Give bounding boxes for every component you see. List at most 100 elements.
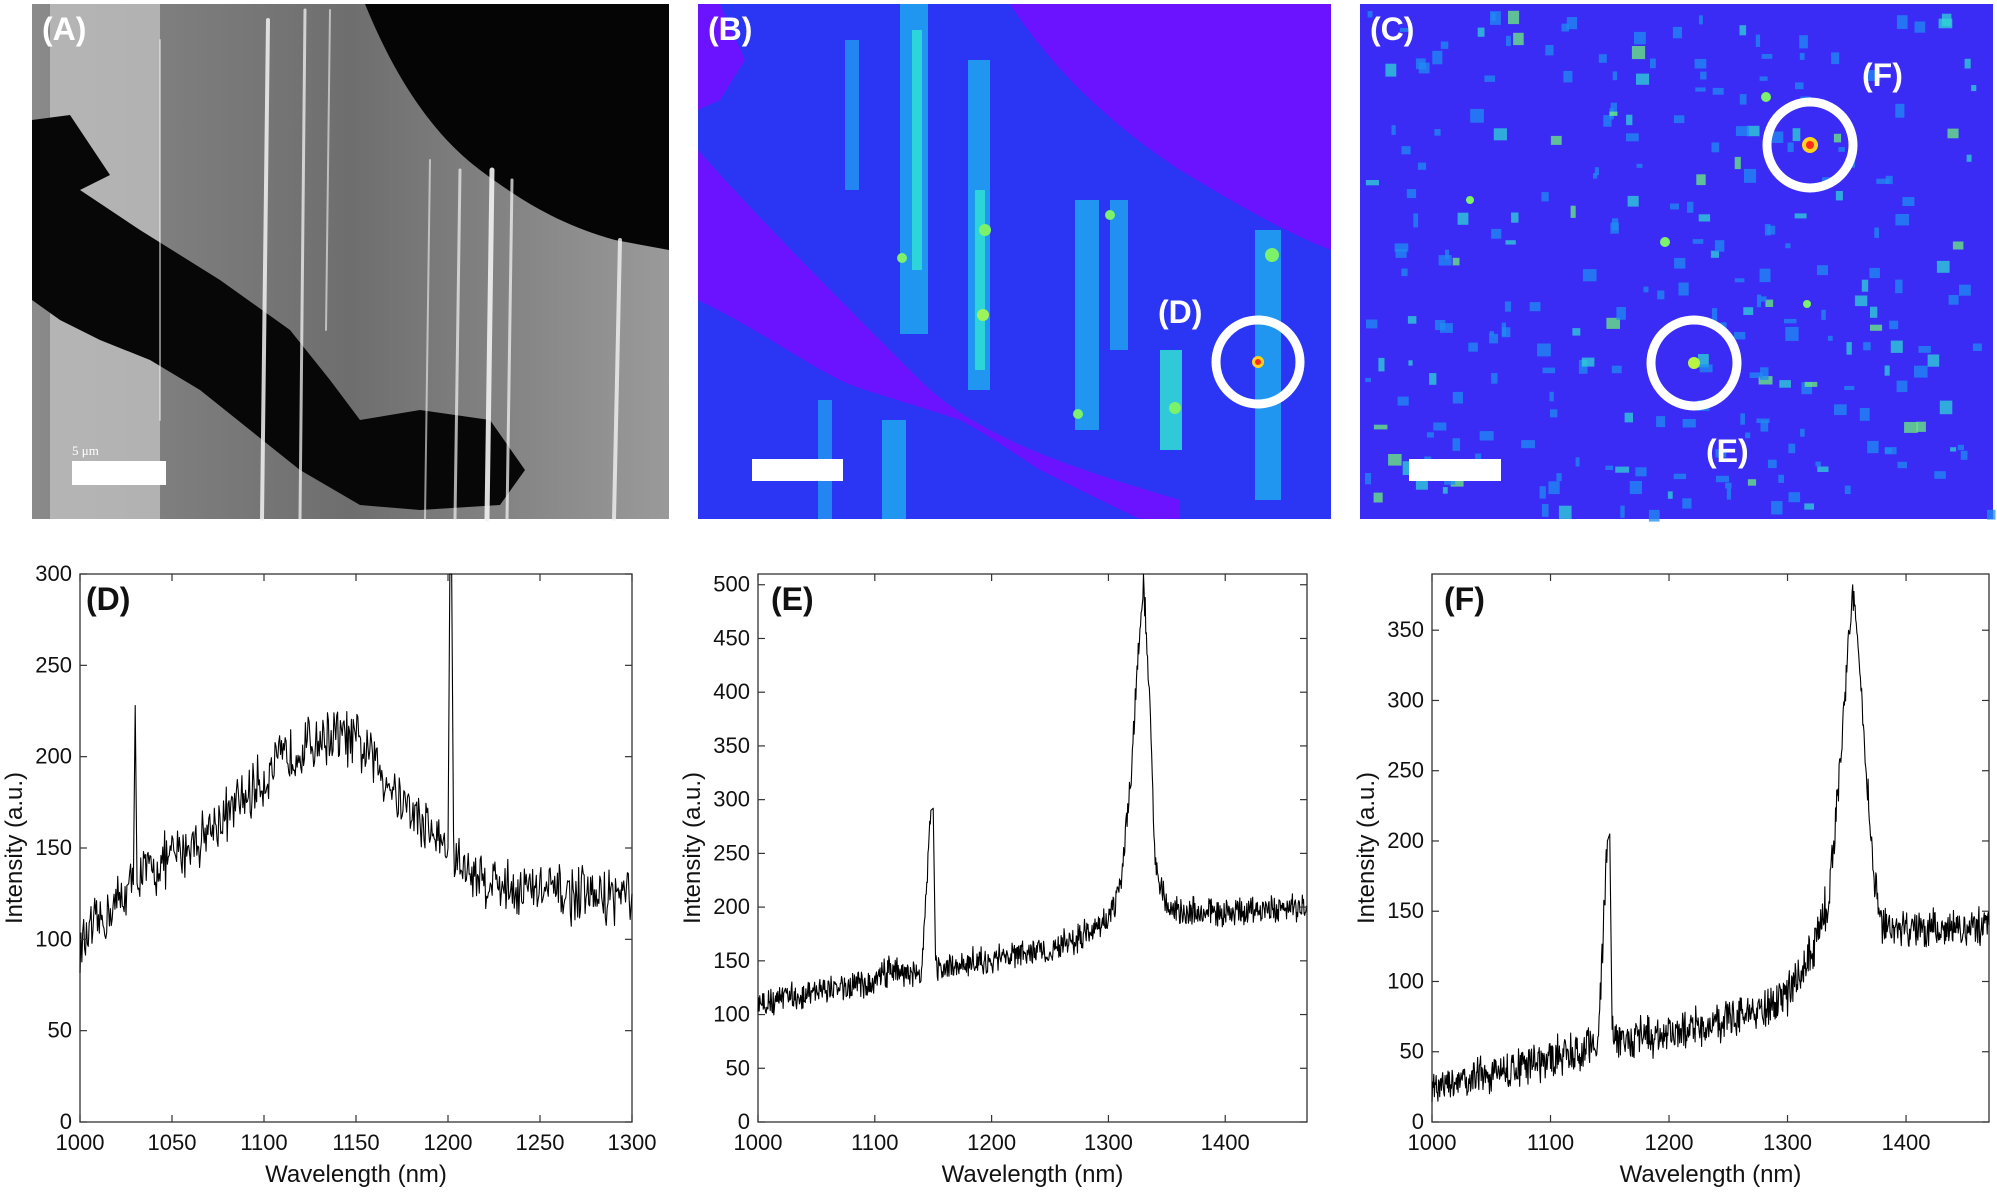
x-axis-label: Wavelength (nm) — [1620, 1161, 1802, 1188]
speckle — [1711, 142, 1720, 153]
y-tick-label: 350 — [1387, 617, 1424, 642]
panel-a-scale-bar — [72, 461, 166, 485]
speckle — [1890, 340, 1903, 353]
speckle — [1817, 265, 1828, 276]
speckle — [1401, 146, 1411, 155]
speckle — [1563, 70, 1573, 83]
speckle — [1815, 461, 1821, 467]
speckle — [1394, 243, 1409, 252]
speckle — [1657, 290, 1665, 300]
speckle — [1365, 473, 1372, 485]
speckle — [1876, 178, 1890, 184]
plot-area — [1431, 573, 1990, 1123]
speckle — [1800, 428, 1805, 437]
speckle — [1964, 58, 1971, 69]
x-tick-label: 1000 — [1408, 1130, 1457, 1155]
speckle — [1779, 380, 1791, 388]
spectra-charts: 1000 1050 1100 1150 1200 1250 1300050100150200… — [1, 561, 1990, 1188]
speckle — [1735, 126, 1750, 136]
speckle — [1541, 504, 1549, 517]
chart-panel-label: (E) — [771, 581, 814, 617]
chart-3: 1000 1100 1200 1300 1400 0 50 100 150 200 250 300 35… — [1353, 573, 1990, 1188]
speckle — [1692, 239, 1704, 244]
speckle — [1603, 115, 1612, 127]
speckle — [1787, 142, 1794, 153]
speckle — [1759, 268, 1771, 283]
speckle — [1399, 27, 1410, 32]
speckle — [1505, 240, 1516, 245]
speckle — [1378, 357, 1385, 372]
speckle — [1759, 76, 1768, 81]
speckle — [1914, 21, 1926, 33]
speckle — [1415, 58, 1426, 70]
y-tick-label: 50 — [48, 1018, 72, 1043]
panel-a: 5 μm (A) — [32, 4, 669, 522]
speckle — [1445, 249, 1450, 260]
speckle — [1566, 17, 1578, 30]
speckle — [1785, 243, 1791, 249]
speckle — [1578, 360, 1588, 374]
speckle — [1895, 214, 1910, 226]
speckle — [1950, 447, 1957, 452]
speckle — [1365, 180, 1379, 186]
panel-b-streaks — [818, 4, 1281, 519]
speckle — [1606, 317, 1620, 329]
speckle — [1889, 320, 1899, 330]
panel-b-scale-bar — [752, 459, 843, 481]
speckle — [1366, 319, 1378, 329]
y-tick-label: 300 — [713, 787, 750, 812]
speckle — [1615, 466, 1630, 473]
speckle — [1760, 420, 1769, 432]
speckle — [1501, 327, 1511, 338]
panel-c-marker-label-f: (F) — [1862, 57, 1903, 93]
speckle — [1918, 346, 1931, 353]
speckle — [1626, 133, 1639, 142]
speckle — [1833, 133, 1842, 143]
speckle — [1725, 482, 1732, 489]
speckle — [1792, 128, 1801, 142]
speckle — [1611, 365, 1622, 374]
speckle — [1755, 34, 1761, 47]
speckle — [1794, 213, 1807, 219]
speckle — [1631, 46, 1646, 60]
speckle — [1734, 156, 1741, 170]
speckle — [1636, 73, 1650, 85]
x-tick-label: 1100 — [1527, 1130, 1574, 1155]
speckle — [1801, 382, 1813, 395]
speckle — [1385, 63, 1397, 77]
speckle — [1397, 396, 1409, 406]
speckle — [1556, 473, 1562, 482]
speckle — [1896, 15, 1908, 29]
speckle — [1844, 385, 1855, 390]
y-tick-label: 100 — [713, 1002, 750, 1027]
speckle — [1914, 365, 1928, 378]
x-tick-label: 1400 — [1882, 1130, 1931, 1155]
speckle — [1572, 328, 1581, 336]
speckle — [1570, 205, 1576, 218]
speckle — [1678, 282, 1689, 296]
speckle — [1756, 294, 1762, 308]
speckle — [1545, 45, 1554, 56]
panel-a-dark-region — [365, 4, 669, 250]
speckle — [1636, 163, 1643, 168]
speckle — [1698, 15, 1703, 25]
speckle — [1598, 54, 1607, 63]
y-tick-label: 0 — [1412, 1109, 1424, 1134]
speckle — [1760, 367, 1769, 380]
speckle — [1470, 108, 1484, 123]
speckle — [1429, 373, 1437, 385]
speckle — [1550, 135, 1562, 145]
x-tick-label: 1100 — [851, 1130, 898, 1155]
speckle — [1452, 438, 1461, 451]
speckle — [1771, 501, 1783, 515]
y-tick-label: 250 — [713, 840, 750, 865]
speckle — [1452, 257, 1460, 266]
spectrum-line — [757, 573, 1308, 1016]
y-tick-label: 400 — [713, 679, 750, 704]
speckle — [1846, 342, 1852, 355]
speckle — [1511, 212, 1519, 223]
chart-panel-label: (F) — [1444, 581, 1485, 617]
speckle — [1442, 487, 1448, 494]
x-tick-label: 1150 — [332, 1130, 379, 1155]
speckle — [1558, 505, 1572, 519]
